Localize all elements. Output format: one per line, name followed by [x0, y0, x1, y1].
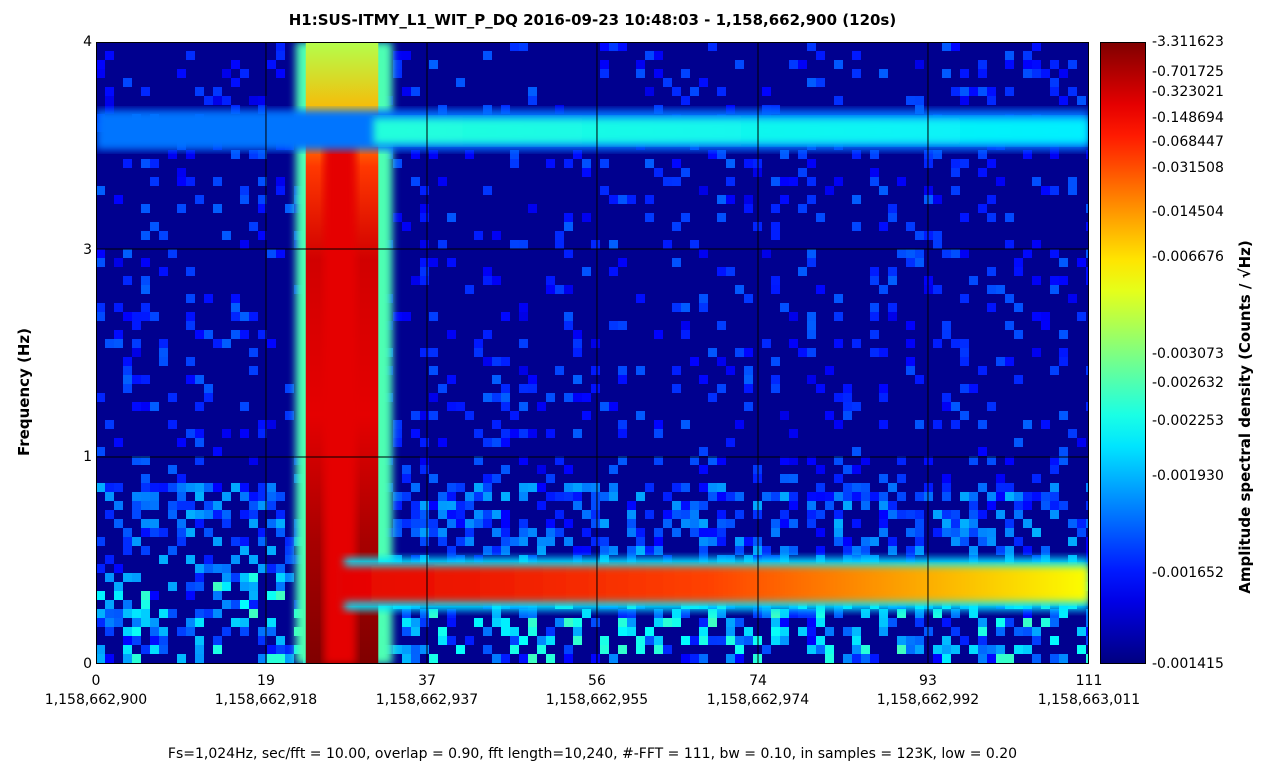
colorbar-tick: -0.001652: [1152, 564, 1224, 581]
x-tick-gps-label: 1,158,662,937: [375, 692, 479, 708]
colorbar-tick: -0.001930: [1152, 468, 1224, 485]
x-tick-label: 56: [588, 673, 606, 689]
x-tick-label: 37: [418, 673, 436, 689]
spectrogram-plot: [96, 42, 1089, 664]
colorbar-tick: -0.003073: [1152, 346, 1224, 363]
x-tick-111: 111 1,158,663,011: [1014, 674, 1164, 708]
colorbar-tick: -0.002632: [1152, 375, 1224, 392]
y-axis-label: Frequency (Hz): [15, 327, 33, 457]
colorbar-tick: -0.031508: [1152, 159, 1224, 176]
colorbar-tick: -0.701725: [1152, 63, 1224, 80]
colorbar-tick: -0.002253: [1152, 413, 1224, 430]
fft-parameters-footer: Fs=1,024Hz, sec/fft = 10.00, overlap = 0…: [167, 746, 1018, 762]
x-tick-gps-label: 1,158,663,011: [1037, 692, 1141, 708]
x-tick-label: 93: [919, 673, 937, 689]
x-tick-74: 74 1,158,662,974: [683, 674, 833, 708]
x-tick-label: 0: [91, 673, 101, 689]
x-tick-56: 56 1,158,662,955: [522, 674, 672, 708]
y-tick-1: 1: [83, 449, 92, 465]
low-line-core: [334, 566, 1089, 602]
colorbar-tick: -0.001415: [1152, 656, 1224, 672]
colorbar-label: Amplitude spectral density (Counts / √Hz…: [1236, 240, 1254, 594]
x-tick-label: 111: [1075, 673, 1103, 689]
x-tick-gps-label: 1,158,662,955: [545, 692, 649, 708]
colorbar-tick: -0.323021: [1152, 84, 1224, 101]
y-tick-0: 0: [83, 656, 92, 672]
chart-title: H1:SUS-ITMY_L1_WIT_P_DQ 2016-09-23 10:48…: [288, 11, 897, 29]
x-tick-gps-label: 1,158,662,918: [214, 692, 318, 708]
plot-frame: [96, 42, 1089, 664]
colorbar-tick: -0.014504: [1152, 203, 1224, 220]
x-tick-0: 0 1,158,662,900: [21, 674, 171, 708]
x-tick-gps-label: 1,158,662,974: [706, 692, 810, 708]
grid-lines: [96, 42, 1089, 664]
colorbar-tick: -0.148694: [1152, 109, 1224, 126]
x-tick-label: 74: [749, 673, 767, 689]
x-tick-93: 93 1,158,662,992: [853, 674, 1003, 708]
colorbar-tick: -0.006676: [1152, 249, 1224, 266]
y-tick-4: 4: [83, 34, 92, 50]
colorbar-tick: -0.068447: [1152, 133, 1224, 150]
x-tick-37: 37 1,158,662,937: [352, 674, 502, 708]
colorbar-gradient: [1100, 42, 1146, 664]
x-tick-label: 19: [257, 673, 275, 689]
x-tick-gps-label: 1,158,662,900: [44, 692, 148, 708]
colorbar: [1100, 42, 1146, 664]
x-tick-gps-label: 1,158,662,992: [876, 692, 980, 708]
colorbar-tick: -3.311623: [1152, 34, 1224, 50]
y-tick-3: 3: [83, 242, 92, 258]
spectrogram-features: [96, 42, 1089, 664]
high-line-core: [373, 118, 1089, 144]
x-tick-19: 19 1,158,662,918: [191, 674, 341, 708]
